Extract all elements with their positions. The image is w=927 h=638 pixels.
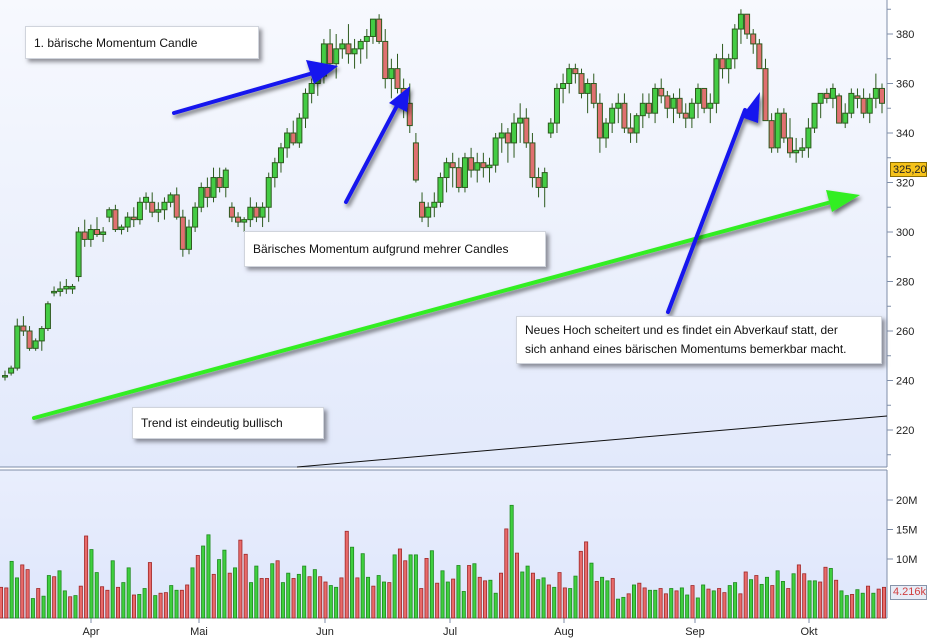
svg-text:320: 320 (896, 178, 914, 190)
trend-arrow (32, 190, 860, 420)
svg-text:15M: 15M (896, 525, 917, 537)
svg-text:300: 300 (896, 227, 914, 239)
annotation-note-2: Bärisches Momentum aufgrund mehrer Candl… (244, 231, 546, 267)
svg-text:Sep: Sep (685, 626, 705, 638)
svg-text:Okt: Okt (800, 626, 817, 638)
svg-text:220: 220 (896, 425, 914, 437)
annotation-note-1: 1. bärische Momentum Candle (25, 26, 259, 59)
svg-text:Mai: Mai (190, 626, 208, 638)
last-volume-tag: 4.216k (890, 585, 927, 600)
svg-text:360: 360 (896, 79, 914, 91)
svg-text:340: 340 (896, 128, 914, 140)
long-trendline (296, 415, 888, 468)
price-axis: 220 240 260 280 300 320 340 360 380 (887, 8, 914, 456)
svg-text:240: 240 (896, 376, 914, 388)
annotation-note-3: Neues Hoch scheitert und es findet ein A… (516, 316, 882, 364)
svg-text:260: 260 (896, 326, 914, 338)
svg-text:Apr: Apr (82, 626, 99, 638)
annotation-note-4: Trend ist eindeutig bullisch (132, 407, 324, 439)
volume-bars (0, 504, 887, 619)
svg-text:380: 380 (896, 29, 914, 41)
svg-text:Aug: Aug (554, 626, 574, 638)
volume-axis: 10M 15M 20M (887, 495, 917, 566)
annotation-note-3-line1: Neues Hoch scheitert und es findet ein A… (525, 323, 838, 337)
time-axis: Apr Mai Jun Jul Aug Sep Okt (82, 618, 818, 638)
annotation-arrow-3 (666, 92, 760, 314)
svg-text:Jul: Jul (443, 626, 457, 638)
last-price-tag: 325,20 (890, 162, 927, 177)
annotation-arrow-2 (344, 86, 410, 204)
svg-text:280: 280 (896, 277, 914, 289)
annotation-arrow-1 (172, 60, 338, 115)
annotation-note-3-line2: sich anhand eines bärischen Momentums be… (525, 342, 847, 356)
svg-text:20M: 20M (896, 495, 917, 507)
candlesticks (2, 9, 885, 381)
svg-text:Jun: Jun (316, 626, 334, 638)
svg-text:10M: 10M (896, 554, 917, 566)
